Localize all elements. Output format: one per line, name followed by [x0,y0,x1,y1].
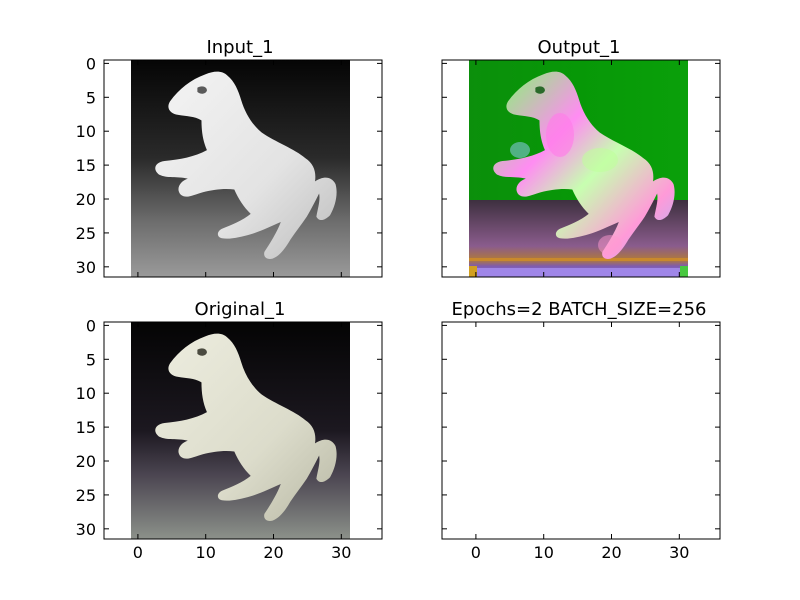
ytick-label: 0 [86,316,96,335]
ytick-label: 0 [86,54,96,73]
xtick-label: 20 [601,543,621,562]
xticks-original: 0 10 20 30 [133,322,351,562]
ytick-label: 10 [76,122,96,141]
axes-frame-original [103,321,383,540]
ytick-label: 20 [76,452,96,471]
ytick-label: 10 [76,384,96,403]
ytick-label: 30 [76,520,96,539]
xtick-label: 0 [471,543,481,562]
xtick-label: 20 [263,543,283,562]
axes-frame-input [103,59,383,278]
xtick-label: 10 [196,543,216,562]
xticks-output [475,60,680,277]
image-output [469,60,688,277]
ytick-label: 5 [86,350,96,369]
yticks-original: 0 5 10 15 20 25 30 [76,316,382,539]
axes-frame-output [441,59,721,278]
xticks-empty: 0 10 20 30 [471,322,689,562]
ytick-label: 25 [76,486,96,505]
yticks-output [442,62,720,268]
ytick-label: 30 [76,258,96,277]
ytick-label: 5 [86,88,96,107]
yticks-input: 0 5 10 15 20 25 30 [76,54,382,277]
ytick-label: 15 [76,156,96,175]
subplot-output: Output_1 [441,37,721,278]
ytick-label: 20 [76,190,96,209]
image-input [131,60,350,277]
ytick-label: 15 [76,418,96,437]
ytick-label: 25 [76,224,96,243]
yticks-empty [442,324,720,530]
axes-frame-empty [441,321,721,540]
subplot-empty: Epochs=2 BATCH_SIZE=256 0 10 20 30 [441,299,721,562]
subplot-title-output: Output_1 [538,37,621,58]
xtick-label: 30 [669,543,689,562]
xtick-label: 10 [534,543,554,562]
subplot-original: Original_1 0 5 10 15 20 25 30 0 10 20 30 [76,299,383,562]
image-original [131,322,350,539]
subplot-title-original: Original_1 [195,299,286,320]
xtick-label: 0 [133,543,143,562]
xtick-label: 30 [331,543,351,562]
subplot-title-input: Input_1 [206,37,273,58]
subplot-title-empty: Epochs=2 BATCH_SIZE=256 [452,299,707,320]
subplot-input: Input_1 0 5 10 15 20 25 30 [76,37,383,278]
xticks-input [137,60,342,277]
